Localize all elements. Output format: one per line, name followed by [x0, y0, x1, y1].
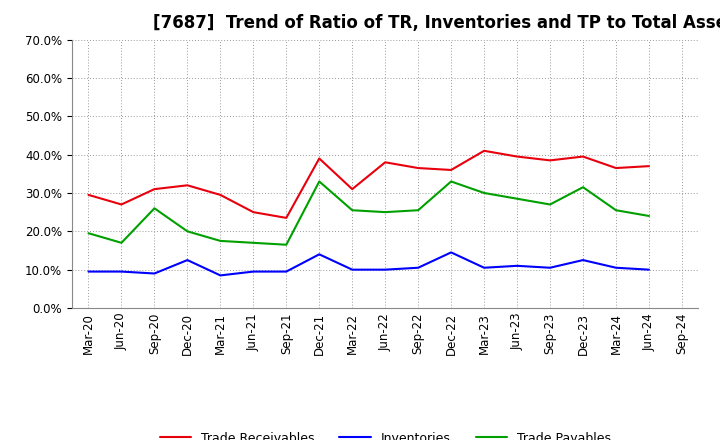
Trade Payables [282, 242, 291, 247]
Trade Receivables [84, 192, 93, 198]
Trade Payables [546, 202, 554, 207]
Trade Receivables [447, 167, 456, 172]
Inventories [315, 252, 323, 257]
Trade Receivables [644, 164, 653, 169]
Inventories [644, 267, 653, 272]
Trade Payables [513, 196, 521, 202]
Inventories [612, 265, 621, 270]
Trade Receivables [414, 165, 423, 171]
Trade Receivables [513, 154, 521, 159]
Trade Payables [579, 185, 588, 190]
Trade Payables [183, 229, 192, 234]
Trade Receivables [216, 192, 225, 198]
Trade Receivables [315, 156, 323, 161]
Trade Receivables [381, 160, 390, 165]
Line: Inventories: Inventories [89, 253, 649, 275]
Trade Receivables [282, 215, 291, 220]
Inventories [183, 257, 192, 263]
Trade Payables [150, 205, 158, 211]
Trade Payables [480, 191, 488, 196]
Trade Receivables [117, 202, 126, 207]
Trade Payables [315, 179, 323, 184]
Trade Receivables [546, 158, 554, 163]
Trade Payables [348, 208, 356, 213]
Trade Payables [249, 240, 258, 246]
Inventories [249, 269, 258, 274]
Trade Receivables [348, 187, 356, 192]
Trade Payables [414, 208, 423, 213]
Inventories [546, 265, 554, 270]
Inventories [216, 273, 225, 278]
Trade Payables [117, 240, 126, 246]
Trade Payables [216, 238, 225, 244]
Trade Receivables [150, 187, 158, 192]
Inventories [348, 267, 356, 272]
Inventories [381, 267, 390, 272]
Trade Payables [447, 179, 456, 184]
Inventories [84, 269, 93, 274]
Line: Trade Receivables: Trade Receivables [89, 151, 649, 218]
Trade Payables [644, 213, 653, 219]
Text: [7687]  Trend of Ratio of TR, Inventories and TP to Total Assets: [7687] Trend of Ratio of TR, Inventories… [153, 15, 720, 33]
Trade Receivables [612, 165, 621, 171]
Inventories [414, 265, 423, 270]
Trade Receivables [480, 148, 488, 154]
Trade Receivables [183, 183, 192, 188]
Trade Payables [381, 209, 390, 215]
Trade Payables [84, 231, 93, 236]
Inventories [579, 257, 588, 263]
Inventories [150, 271, 158, 276]
Inventories [117, 269, 126, 274]
Inventories [513, 263, 521, 268]
Trade Payables [612, 208, 621, 213]
Legend: Trade Receivables, Inventories, Trade Payables: Trade Receivables, Inventories, Trade Pa… [155, 427, 616, 440]
Inventories [480, 265, 488, 270]
Trade Receivables [249, 209, 258, 215]
Inventories [282, 269, 291, 274]
Line: Trade Payables: Trade Payables [89, 181, 649, 245]
Trade Receivables [579, 154, 588, 159]
Inventories [447, 250, 456, 255]
